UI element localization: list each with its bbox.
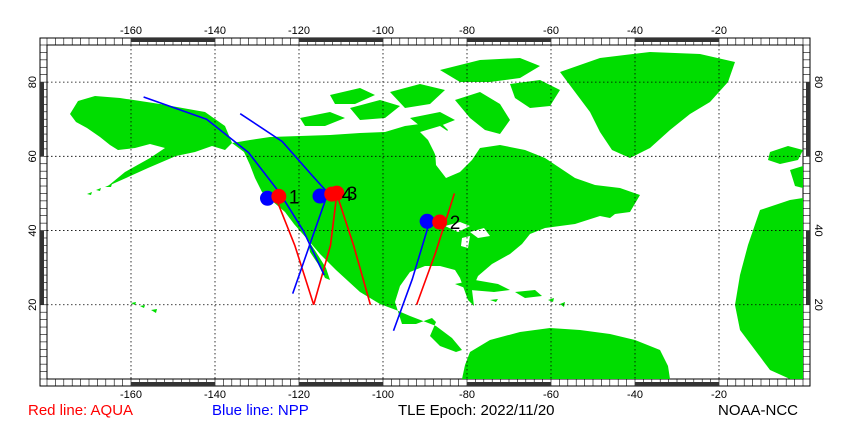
npp-track-line bbox=[392, 222, 430, 332]
lon-tick-label-top: -60 bbox=[543, 25, 559, 37]
pass-number-label: 4 bbox=[342, 185, 353, 206]
aqua-track-line bbox=[312, 194, 338, 305]
lat-tick-label-right: 40 bbox=[812, 224, 824, 236]
lon-tick-label-top: -40 bbox=[627, 25, 643, 37]
cuba bbox=[455, 280, 510, 292]
aqua-legend: Red line: AQUA bbox=[28, 402, 134, 419]
north-america-mainland bbox=[232, 122, 640, 352]
alaska bbox=[70, 96, 232, 186]
lon-tick-label-bottom: -140 bbox=[204, 389, 226, 401]
satellite-tracks bbox=[143, 96, 456, 332]
lon-tick-label-top: -160 bbox=[120, 25, 142, 37]
npp-pass-marker bbox=[312, 188, 328, 204]
frame-bar bbox=[635, 38, 719, 42]
aqua-track-line bbox=[415, 193, 456, 306]
hispaniola bbox=[515, 290, 542, 298]
lat-tick-label-right: 60 bbox=[812, 150, 824, 162]
aqua-pass-marker bbox=[432, 214, 448, 230]
npp-legend: Blue line: NPP bbox=[212, 402, 309, 419]
land-masses bbox=[70, 52, 803, 379]
aqua-pass-marker bbox=[324, 186, 340, 202]
lon-tick-label-top: -120 bbox=[288, 25, 310, 37]
aleutian-islands bbox=[87, 184, 112, 195]
axis-tick-labels: -160 -160 -140 -140 -120 -120 -100 -100 -80 -80 -6… bbox=[27, 25, 824, 401]
pass-number-label: 3 bbox=[347, 184, 358, 205]
lon-tick-label-bottom: -40 bbox=[627, 389, 643, 401]
npp-track-line bbox=[239, 112, 329, 194]
lon-tick-label-top: -140 bbox=[204, 25, 226, 37]
great-lakes bbox=[445, 222, 490, 248]
credit-label: NOAA-NCC bbox=[718, 402, 799, 419]
pass-markers: 1 2 34 bbox=[260, 184, 460, 234]
newfoundland bbox=[600, 200, 620, 218]
frame-major-bars bbox=[40, 38, 810, 386]
lat-tick-label-left: 20 bbox=[27, 299, 39, 311]
africa bbox=[735, 198, 803, 379]
lon-tick-label-top: -20 bbox=[711, 25, 727, 37]
lon-tick-label-top: -100 bbox=[372, 25, 394, 37]
aqua-track-line bbox=[336, 193, 372, 305]
lat-tick-label-right: 80 bbox=[812, 76, 824, 88]
frame-bar bbox=[806, 82, 810, 157]
frame-bar bbox=[299, 382, 383, 386]
frame-bar bbox=[40, 230, 44, 305]
pass-number-label: 2 bbox=[450, 213, 461, 234]
europe-edge bbox=[790, 166, 803, 188]
lon-tick-label-top: -80 bbox=[459, 25, 475, 37]
frame-bar bbox=[131, 38, 215, 42]
aqua-pass-marker bbox=[271, 188, 287, 204]
tle-epoch-label: TLE Epoch: 2022/11/20 bbox=[398, 402, 555, 419]
baja-california bbox=[308, 240, 330, 280]
npp-track-line bbox=[143, 96, 325, 276]
pass-number-label: 1 bbox=[289, 187, 300, 208]
npp-pass-marker bbox=[419, 213, 435, 229]
south-america bbox=[462, 328, 670, 379]
frame-bar bbox=[467, 382, 551, 386]
canadian-arctic-islands bbox=[300, 58, 560, 134]
lon-tick-label-bottom: -20 bbox=[711, 389, 727, 401]
frame-bar bbox=[299, 38, 383, 42]
frame-bar bbox=[467, 38, 551, 42]
lat-tick-label-right: 20 bbox=[812, 299, 824, 311]
lon-tick-label-bottom: -80 bbox=[459, 389, 475, 401]
lat-tick-label-left: 60 bbox=[27, 150, 39, 162]
lat-tick-label-left: 80 bbox=[27, 76, 39, 88]
lat-tick-label-left: 40 bbox=[27, 224, 39, 236]
npp-pass-marker bbox=[260, 190, 275, 206]
lon-tick-label-bottom: -120 bbox=[288, 389, 310, 401]
frame-bar bbox=[635, 382, 719, 386]
aqua-track-line bbox=[275, 197, 315, 306]
npp-track-line bbox=[291, 191, 330, 294]
hawaii-islands bbox=[131, 302, 157, 313]
frame-bar bbox=[806, 230, 810, 305]
greenland bbox=[560, 52, 735, 158]
lon-tick-label-bottom: -60 bbox=[543, 389, 559, 401]
lon-tick-label-bottom: -100 bbox=[372, 389, 394, 401]
lon-tick-label-bottom: -160 bbox=[120, 389, 142, 401]
frame-bar bbox=[131, 382, 215, 386]
iceland bbox=[768, 146, 803, 164]
frame-bar bbox=[40, 82, 44, 157]
hudson-bay bbox=[420, 126, 476, 176]
